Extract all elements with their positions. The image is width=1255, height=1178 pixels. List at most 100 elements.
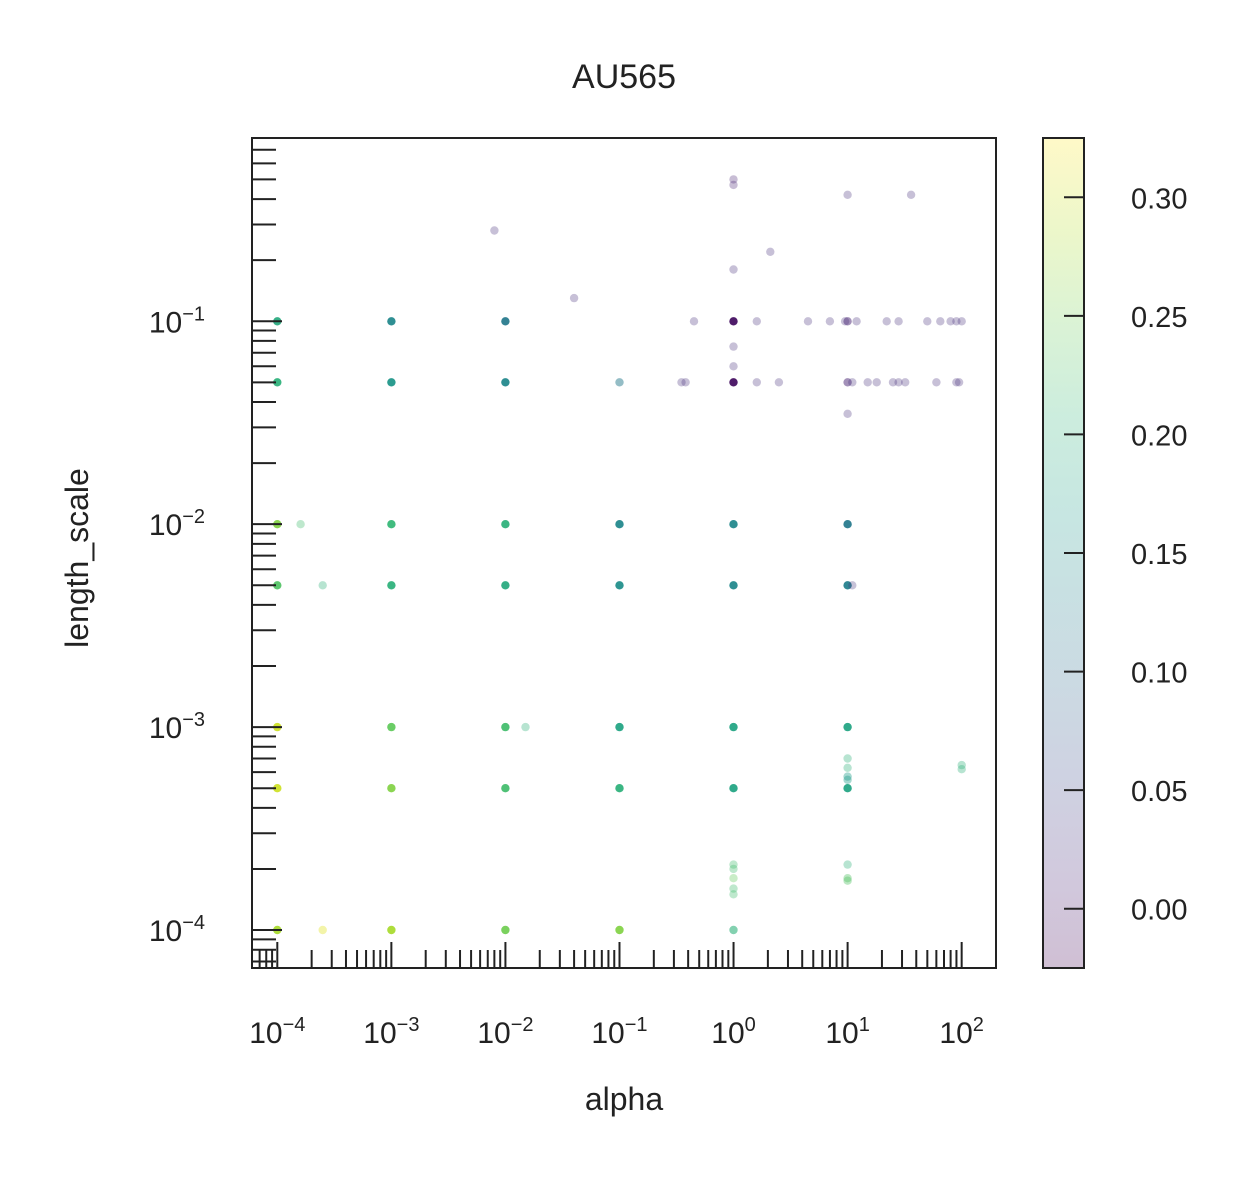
data-point: [521, 722, 530, 732]
colorbar-tick-label: 0.00: [1131, 895, 1187, 927]
data-point: [615, 784, 624, 793]
data-point: [843, 860, 852, 869]
data-point: [387, 520, 396, 529]
data-point: [318, 581, 327, 590]
data-point: [843, 317, 852, 326]
data-point: [681, 378, 690, 387]
data-point: [843, 775, 852, 784]
data-point: [387, 581, 396, 590]
data-point: [752, 317, 761, 326]
data-point: [387, 317, 396, 326]
y-tick-label: 10−4: [149, 912, 205, 948]
data-point: [863, 378, 872, 387]
data-point: [843, 772, 852, 781]
y-axis-label: length_scale: [59, 468, 95, 648]
x-tick-label: 10−4: [249, 1014, 305, 1050]
data-point: [957, 760, 966, 770]
data-point: [848, 378, 857, 387]
colorbar-tick-label: 0.05: [1131, 776, 1187, 808]
data-point: [615, 520, 624, 529]
data-point: [825, 317, 835, 326]
data-point: [501, 784, 510, 793]
colorbar-tick-label: 0.30: [1131, 183, 1187, 215]
colorbar-tick-label: 0.15: [1131, 539, 1187, 571]
x-tick-label: 10−3: [363, 1014, 419, 1050]
colorbar: 0.00 0.05 0.10 0.15 0.20 0.25 0.30: [1042, 137, 1187, 969]
data-point: [387, 925, 396, 935]
data-point: [318, 925, 327, 935]
data-point: [729, 180, 738, 190]
data-point: [952, 378, 961, 387]
colorbar-tick-label: 0.25: [1131, 302, 1187, 334]
data-point: [615, 722, 624, 732]
data-point: [729, 378, 738, 387]
colorbar-tick-label: 0.20: [1131, 420, 1187, 452]
data-point: [894, 317, 903, 326]
data-point: [848, 581, 857, 590]
data-point: [946, 317, 955, 326]
chart-title: AU565: [572, 58, 676, 96]
data-point: [906, 190, 916, 199]
data-point: [729, 864, 738, 874]
data-point: [273, 581, 282, 590]
x-tick-label: 10−2: [477, 1014, 533, 1050]
data-point: [729, 884, 738, 893]
data-point: [729, 342, 738, 351]
data-point: [932, 378, 941, 387]
data-point: [954, 378, 964, 387]
data-point: [729, 581, 738, 590]
data-point: [729, 860, 738, 869]
x-axis-label: alpha: [585, 1081, 664, 1117]
data-point: [387, 784, 396, 793]
data-point: [615, 925, 624, 935]
x-tick-label: 102: [939, 1014, 984, 1050]
data-point: [843, 581, 852, 590]
data-point: [843, 874, 852, 883]
data-point: [843, 520, 852, 529]
data-point: [843, 190, 852, 199]
data-point: [774, 378, 784, 387]
data-point: [729, 722, 738, 732]
data-point: [843, 378, 852, 387]
data-point: [843, 754, 852, 763]
data-point: [501, 925, 510, 935]
data-point: [501, 581, 510, 590]
x-tick-label: 100: [711, 1014, 756, 1050]
data-point: [729, 925, 738, 935]
data-point: [677, 378, 686, 387]
plot-frame: [251, 137, 997, 969]
data-point: [957, 317, 966, 326]
data-point: [501, 378, 510, 387]
y-tick-label: 10−2: [149, 506, 205, 542]
data-point: [843, 763, 852, 772]
data-point: [501, 722, 510, 732]
data-point: [923, 317, 932, 326]
data-point: [615, 581, 624, 590]
data-point: [843, 784, 852, 793]
data-point: [852, 317, 861, 326]
data-point: [888, 378, 898, 387]
data-point: [729, 317, 738, 326]
data-point: [843, 409, 852, 418]
data-point: [894, 378, 903, 387]
x-tick-label: 101: [825, 1014, 870, 1050]
plot-area: [273, 175, 966, 935]
data-point: [615, 378, 624, 387]
data-point: [729, 784, 738, 793]
data-point: [729, 520, 738, 529]
data-point: [766, 247, 775, 256]
data-point: [296, 520, 305, 529]
x-axis: 10−4 10−3 10−2 10−1 100 101 102: [249, 942, 997, 1050]
x-tick-label: 10−1: [591, 1014, 647, 1050]
data-point: [882, 317, 891, 326]
data-point: [843, 876, 852, 885]
data-point: [957, 765, 966, 774]
data-point: [729, 175, 738, 184]
data-point: [729, 265, 738, 274]
data-point: [843, 722, 852, 732]
data-point: [952, 317, 961, 326]
data-point: [501, 520, 510, 529]
data-point: [936, 317, 945, 326]
data-point: [729, 890, 738, 899]
